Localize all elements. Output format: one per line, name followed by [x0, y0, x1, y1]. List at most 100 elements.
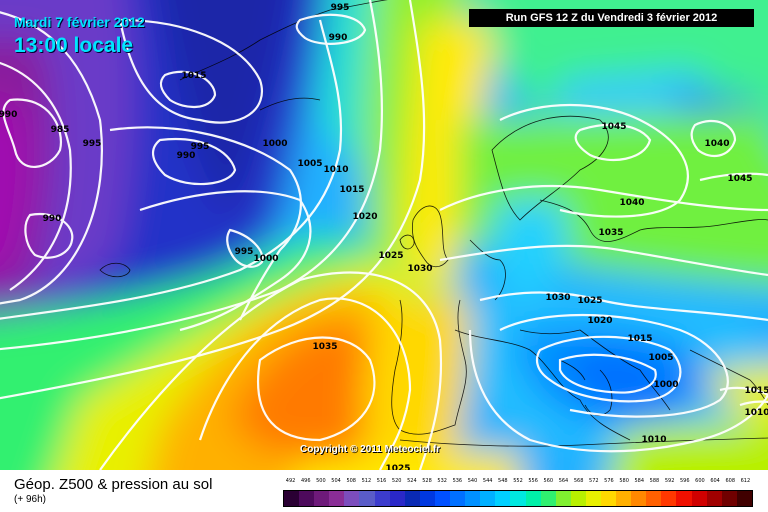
- isobar-label: 1000: [262, 139, 287, 149]
- isobar-label: 1015: [627, 334, 652, 344]
- color-scale-swatch: [570, 491, 586, 506]
- color-scale-label: 584: [634, 478, 645, 484]
- isobar-label: 1025: [385, 464, 410, 470]
- color-scale-label: 504: [331, 478, 341, 484]
- isobar-label: 995: [83, 139, 102, 149]
- color-scale-label: 548: [498, 478, 508, 484]
- isobar-label: 1005: [648, 353, 673, 363]
- isobar-label: 1000: [653, 380, 678, 390]
- isobar-label: 1045: [601, 122, 626, 132]
- color-scale-swatch: [374, 491, 390, 506]
- color-scale-label: 568: [573, 478, 584, 484]
- isobar-label: 1015: [339, 185, 364, 195]
- isobar-label: 985: [51, 125, 70, 135]
- color-scale-swatch: [450, 491, 466, 506]
- color-scale-swatch: [284, 491, 300, 506]
- isobar-label: 1010: [641, 435, 666, 445]
- color-scale-label: 544: [482, 478, 493, 484]
- color-scale-swatch: [359, 491, 375, 506]
- color-scale-swatch: [555, 491, 571, 506]
- color-scale-label: 512: [361, 478, 372, 484]
- color-scale-label: 492: [285, 478, 296, 484]
- color-scale-label: 556: [528, 478, 538, 484]
- color-scale-label: 592: [664, 478, 675, 484]
- geopotential-field: [0, 0, 768, 470]
- color-scale-label: 552: [513, 478, 523, 484]
- color-scale-swatch: [419, 491, 435, 506]
- isobar-label: 1040: [619, 198, 644, 208]
- isobar-label: 1020: [352, 212, 377, 222]
- color-scale-label: 520: [391, 478, 402, 484]
- color-scale-label: 580: [619, 478, 629, 484]
- color-scale-swatch: [646, 491, 662, 506]
- color-scale-bar: [283, 490, 753, 507]
- isobar-label: 1040: [704, 139, 729, 149]
- color-scale-label: 496: [300, 478, 311, 484]
- isobar-label: 1035: [598, 228, 623, 238]
- isobar-label: 1000: [253, 254, 278, 264]
- color-scale-label: 560: [543, 478, 554, 484]
- color-scale-label: 596: [679, 478, 690, 484]
- legend-title: Géop. Z500 & pression au sol: [14, 476, 213, 493]
- color-scale-swatch: [691, 491, 707, 506]
- color-scale-swatch: [540, 491, 556, 506]
- isobar-label: 995: [331, 3, 350, 13]
- color-scale-swatch: [661, 491, 677, 506]
- color-scale-label: 564: [558, 478, 569, 484]
- color-scale-swatch: [465, 491, 481, 506]
- color-scale-label: 608: [725, 478, 736, 484]
- isobar-label: 990: [0, 110, 17, 120]
- color-scale-label: 588: [649, 478, 660, 484]
- coastlines: [99, 0, 768, 447]
- forecast-lead-time: (+ 96h): [14, 494, 46, 505]
- color-scale-swatch: [736, 491, 752, 506]
- color-scale-swatch: [314, 491, 330, 506]
- isobars: [0, 0, 768, 470]
- color-scale-swatch: [329, 491, 345, 506]
- isobar-label: 1015: [744, 386, 768, 396]
- color-scale-swatch: [495, 491, 511, 506]
- isobar-label: 1020: [587, 316, 612, 326]
- isobar-label: 1030: [545, 293, 570, 303]
- color-scale-label: 532: [437, 478, 447, 484]
- color-scale-swatch: [600, 491, 617, 506]
- forecast-time: 13:00 locale: [14, 34, 134, 57]
- isobar-label: 990: [329, 33, 348, 43]
- isobar-label: 995: [235, 247, 254, 257]
- color-scale-swatch: [389, 491, 405, 506]
- isobar-label: 1030: [407, 264, 432, 274]
- color-scale-swatch: [706, 491, 722, 506]
- isobar-label: 1035: [312, 342, 337, 352]
- color-scale-label: 500: [316, 478, 326, 484]
- isobar-label: 1025: [378, 251, 403, 261]
- color-scale-swatch: [299, 491, 315, 506]
- color-scale-swatch: [480, 491, 496, 506]
- isobar-label: 1015: [181, 71, 206, 81]
- color-scale-swatch: [616, 491, 632, 506]
- color-scale-swatch: [434, 491, 451, 506]
- color-scale-swatch: [585, 491, 601, 506]
- color-scale-label: 508: [346, 478, 356, 484]
- color-scale-label: 540: [467, 478, 478, 484]
- color-scale-label: 572: [589, 478, 599, 484]
- isobar-label: 990: [43, 214, 62, 224]
- isobar-label: 990: [177, 151, 196, 161]
- isobar-label: 1010: [744, 408, 768, 418]
- color-scale-labels: 492 496 500 504 508 512 516 520 524 528 532 536 540 5…: [283, 478, 753, 488]
- color-scale-label: 528: [422, 478, 432, 484]
- isobar-label: 1025: [577, 296, 602, 306]
- color-scale-label: 524: [407, 478, 417, 484]
- color-scale-swatch: [510, 491, 526, 506]
- copyright-notice: Copyright © 2011 Meteociel.fr: [300, 444, 441, 455]
- model-run-label: Run GFS 12 Z du Vendredi 3 février 2012: [469, 9, 754, 27]
- color-scale-swatch: [721, 491, 737, 506]
- color-scale-label: 600: [695, 478, 705, 484]
- color-scale-label: 604: [710, 478, 720, 484]
- isobar-label: 1005: [297, 159, 322, 169]
- color-scale-label: 536: [452, 478, 463, 484]
- weather-map: 995 990 1015 985 990 995 990 1000 995 10…: [0, 0, 768, 470]
- color-scale-swatch: [631, 491, 647, 506]
- color-scale-swatch: [344, 491, 360, 506]
- color-scale-swatch: [404, 491, 420, 506]
